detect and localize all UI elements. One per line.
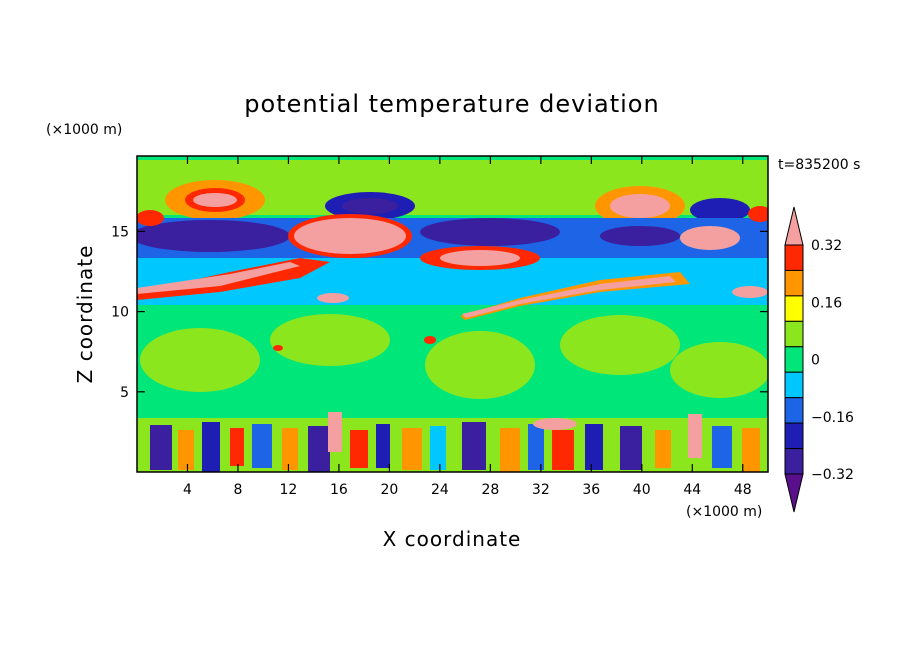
y-tick-label: 5 <box>120 385 129 401</box>
upper-layer <box>137 160 768 320</box>
y-tick-label: 15 <box>111 224 129 240</box>
x-tick-label: 48 <box>734 482 752 498</box>
colorbar-label: −0.16 <box>811 410 854 426</box>
colorbar-label: 0.16 <box>811 295 842 311</box>
colorbar-top-arrow <box>784 206 804 246</box>
colorbar-segment <box>784 295 804 322</box>
x-tick-label: 36 <box>582 482 600 498</box>
plot-frame <box>136 155 769 473</box>
x-tick-label: 24 <box>431 482 449 498</box>
x-tick-label: 44 <box>683 482 701 498</box>
colorbar-label: 0.32 <box>811 238 842 254</box>
y-axis: 5 10 15 <box>111 224 768 401</box>
y-tick-label: 10 <box>111 305 129 321</box>
chart-title: potential temperature deviation <box>244 90 659 118</box>
x-tick-label: 12 <box>280 482 298 498</box>
colorbar-segment <box>784 269 804 297</box>
colorbar-segment <box>784 371 804 399</box>
y-axis-label: Z coordinate <box>73 245 97 384</box>
x-tick-label: 20 <box>380 482 398 498</box>
colorbar-segment <box>784 448 804 475</box>
x-axis-label: X coordinate <box>383 527 522 551</box>
colorbar: 0.32 0.16 0 −0.16 −0.32 <box>784 206 854 513</box>
y-axis-unit: (×1000 m) <box>46 122 122 138</box>
colorbar-segment <box>784 397 804 424</box>
x-tick-label: 40 <box>633 482 651 498</box>
colorbar-segment <box>784 244 804 271</box>
x-tick-label: 4 <box>183 482 192 498</box>
x-tick-label: 28 <box>481 482 499 498</box>
x-tick-label: 32 <box>532 482 550 498</box>
x-tick-label: 16 <box>330 482 348 498</box>
colorbar-label: −0.32 <box>811 467 854 483</box>
mid-layer <box>140 314 768 399</box>
colorbar-segment <box>784 320 804 348</box>
time-label: t=835200 s <box>778 157 860 173</box>
x-axis-unit: (×1000 m) <box>686 504 762 520</box>
colorbar-segment <box>784 346 804 373</box>
colorbar-bottom-arrow <box>784 473 804 513</box>
x-axis: 4 8 12 16 20 24 28 32 36 40 44 48 <box>183 156 752 498</box>
colorbar-segment <box>784 422 804 450</box>
x-tick-label: 8 <box>233 482 242 498</box>
lower-layer-cells <box>150 412 760 472</box>
colorbar-label: 0 <box>811 353 820 369</box>
plot-area <box>137 156 768 472</box>
